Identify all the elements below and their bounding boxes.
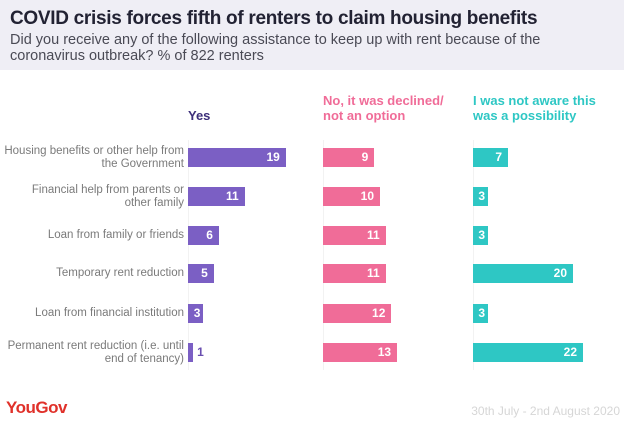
bar: 6 <box>188 226 219 245</box>
bar: 10 <box>323 187 380 206</box>
chart-title: COVID crisis forces fifth of renters to … <box>10 8 538 29</box>
data-label: 11 <box>367 228 380 242</box>
data-label: 19 <box>266 150 280 164</box>
legend-entry: I was not aware this was a possibility <box>473 93 596 123</box>
bar: 13 <box>323 343 398 362</box>
fieldwork-date: 30th July - 2nd August 2020 <box>471 404 620 418</box>
data-label: 3 <box>193 306 201 320</box>
bar: 3 <box>473 304 488 323</box>
data-label: 20 <box>553 266 567 280</box>
data-label: 1 <box>197 345 204 359</box>
bar: 19 <box>188 148 286 167</box>
data-label: 3 <box>478 306 485 320</box>
bar: 3 <box>188 304 204 323</box>
category-label: Loan from family or friends <box>47 229 184 241</box>
bar: 22 <box>473 343 583 362</box>
data-label: 5 <box>201 266 208 280</box>
data-label: 22 <box>563 345 577 359</box>
bar: 11 <box>323 264 386 283</box>
bar: 12 <box>323 304 392 323</box>
axis-line <box>473 140 474 370</box>
bar: 3 <box>473 187 488 206</box>
data-label: 6 <box>206 228 213 242</box>
bar: 3 <box>473 226 488 245</box>
category-label: Loan from financial institution <box>35 307 184 319</box>
bar: 9 <box>323 148 375 167</box>
bar: 20 <box>473 264 573 283</box>
data-label: 11 <box>367 266 380 280</box>
category-label: Housing benefits or other help from the … <box>4 144 184 170</box>
category-label: Permanent rent reduction (i.e. until end… <box>7 339 184 365</box>
data-label: 10 <box>360 189 374 203</box>
category-label: Financial help from parents or other fam… <box>31 183 184 209</box>
legend-entry: No, it was declined/ not an option <box>323 93 444 123</box>
bar: 7 <box>473 148 508 167</box>
data-label: 7 <box>495 150 502 164</box>
data-label: 3 <box>478 189 485 203</box>
bar: 11 <box>323 226 386 245</box>
data-label: 13 <box>377 345 392 359</box>
data-label: 12 <box>372 306 386 320</box>
data-label: 9 <box>361 150 369 164</box>
data-label: 3 <box>478 228 485 242</box>
header: COVID crisis forces fifth of renters to … <box>0 0 624 70</box>
bar: 5 <box>188 264 214 283</box>
category-label: Temporary rent reduction <box>56 267 184 279</box>
data-label: 11 <box>225 189 239 203</box>
legend-entry: Yes <box>188 108 211 123</box>
chart-subtitle: Did you receive any of the following ass… <box>10 32 541 64</box>
axis-line <box>188 140 189 370</box>
yougov-logo: YouGov <box>6 398 67 417</box>
axis-line <box>323 140 324 370</box>
bar: 1 <box>188 343 204 362</box>
bar: 11 <box>188 187 245 206</box>
